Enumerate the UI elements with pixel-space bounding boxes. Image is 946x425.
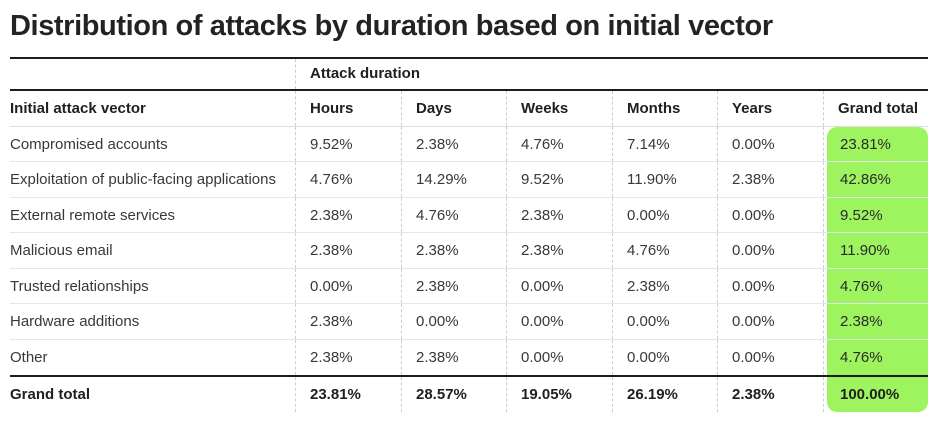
cell-days: 2.38% bbox=[401, 233, 506, 268]
header-row: Initial attack vector Hours Days Weeks M… bbox=[10, 90, 928, 127]
cell-hours: 0.00% bbox=[295, 268, 401, 304]
cell-hours: 2.38% bbox=[295, 339, 401, 376]
row-grand-total-value: 2.38% bbox=[827, 304, 928, 339]
cell-months: 4.76% bbox=[612, 233, 717, 268]
cell-hours: 2.38% bbox=[295, 197, 401, 233]
cell-days: 4.76% bbox=[401, 197, 506, 233]
cell-years: 2.38% bbox=[717, 162, 823, 197]
cell-hours: 9.52% bbox=[295, 126, 401, 162]
row-grand-total-value: 23.81% bbox=[827, 126, 928, 162]
grand-total-years: 2.38% bbox=[717, 377, 823, 413]
row-label: Malicious email bbox=[10, 242, 113, 260]
column-group-spacer bbox=[10, 59, 295, 89]
cell-grand-total: 2.38% bbox=[823, 304, 928, 339]
cell-days: 14.29% bbox=[401, 162, 506, 197]
cell-years: 0.00% bbox=[717, 268, 823, 304]
cell-months: 2.38% bbox=[612, 268, 717, 304]
cell-years: 0.00% bbox=[717, 339, 823, 376]
table-row: Hardware additions 2.38% 0.00% 0.00% 0.0… bbox=[10, 304, 928, 340]
grand-total-days: 28.57% bbox=[401, 377, 506, 413]
row-label: Other bbox=[10, 349, 48, 367]
row-label: Exploitation of public-facing applicatio… bbox=[10, 171, 276, 189]
cell-years: 0.00% bbox=[717, 304, 823, 339]
cell-months: 7.14% bbox=[612, 126, 717, 162]
column-group-row: Attack duration bbox=[10, 56, 928, 91]
grand-total-months: 26.19% bbox=[612, 377, 717, 413]
cell-weeks: 2.38% bbox=[506, 197, 612, 233]
cell-hours: 2.38% bbox=[295, 233, 401, 268]
row-label: Hardware additions bbox=[10, 313, 140, 331]
cell-days: 0.00% bbox=[401, 304, 506, 339]
row-grand-total-value: 9.52% bbox=[827, 197, 928, 233]
column-group-header: Attack duration bbox=[295, 58, 928, 89]
grand-total-overall-value: 100.00% bbox=[827, 377, 928, 413]
row-label: External remote services bbox=[10, 206, 176, 224]
cell-years: 0.00% bbox=[717, 126, 823, 162]
cell-days: 2.38% bbox=[401, 268, 506, 304]
column-header-grand-total: Grand total bbox=[823, 90, 928, 126]
grand-total-row: Grand total 23.81% 28.57% 19.05% 26.19% … bbox=[10, 375, 928, 413]
cell-months: 0.00% bbox=[612, 304, 717, 339]
cell-months: 0.00% bbox=[612, 339, 717, 376]
cell-weeks: 9.52% bbox=[506, 162, 612, 197]
table-body: Compromised accounts 9.52% 2.38% 4.76% 7… bbox=[10, 126, 928, 376]
column-header-weeks: Weeks bbox=[506, 90, 612, 126]
row-grand-total-value: 42.86% bbox=[827, 162, 928, 197]
grand-total-hours: 23.81% bbox=[295, 377, 401, 413]
cell-grand-total: 23.81% bbox=[823, 126, 928, 162]
row-grand-total-value: 4.76% bbox=[827, 268, 928, 304]
cell-years: 0.00% bbox=[717, 197, 823, 233]
cell-weeks: 0.00% bbox=[506, 268, 612, 304]
column-header-hours: Hours bbox=[295, 90, 401, 126]
cell-days: 2.38% bbox=[401, 339, 506, 376]
table-row: Malicious email 2.38% 2.38% 2.38% 4.76% … bbox=[10, 233, 928, 269]
cell-grand-total: 4.76% bbox=[823, 339, 928, 376]
table-row: Other 2.38% 2.38% 0.00% 0.00% 0.00% 4.76… bbox=[10, 339, 928, 376]
table-row: Trusted relationships 0.00% 2.38% 0.00% … bbox=[10, 268, 928, 305]
cell-months: 11.90% bbox=[612, 162, 717, 197]
grand-total-overall-cell: 100.00% bbox=[823, 377, 928, 413]
cell-weeks: 4.76% bbox=[506, 126, 612, 162]
row-label: Compromised accounts bbox=[10, 135, 168, 153]
cell-weeks: 2.38% bbox=[506, 233, 612, 268]
cell-weeks: 0.00% bbox=[506, 304, 612, 339]
cell-hours: 2.38% bbox=[295, 304, 401, 339]
cell-grand-total: 42.86% bbox=[823, 162, 928, 197]
table-row: External remote services 2.38% 4.76% 2.3… bbox=[10, 197, 928, 234]
row-grand-total-value: 4.76% bbox=[827, 339, 928, 376]
cell-days: 2.38% bbox=[401, 126, 506, 162]
column-header-days: Days bbox=[401, 90, 506, 126]
grand-total-label: Grand total bbox=[10, 386, 91, 404]
column-header-initial-attack-vector: Initial attack vector bbox=[10, 99, 146, 117]
cell-months: 0.00% bbox=[612, 197, 717, 233]
row-label: Trusted relationships bbox=[10, 277, 149, 295]
row-grand-total-value: 11.90% bbox=[827, 233, 928, 268]
column-header-months: Months bbox=[612, 90, 717, 126]
table-row: Exploitation of public-facing applicatio… bbox=[10, 162, 928, 198]
cell-hours: 4.76% bbox=[295, 162, 401, 197]
attack-duration-table: Attack duration Initial attack vector Ho… bbox=[10, 56, 928, 413]
cell-grand-total: 11.90% bbox=[823, 233, 928, 268]
cell-grand-total: 9.52% bbox=[823, 197, 928, 233]
cell-grand-total: 4.76% bbox=[823, 268, 928, 304]
page-title: Distribution of attacks by duration base… bbox=[10, 10, 773, 42]
cell-years: 0.00% bbox=[717, 233, 823, 268]
grand-total-weeks: 19.05% bbox=[506, 377, 612, 413]
table-row: Compromised accounts 9.52% 2.38% 4.76% 7… bbox=[10, 126, 928, 163]
cell-weeks: 0.00% bbox=[506, 339, 612, 376]
column-header-years: Years bbox=[717, 90, 823, 126]
